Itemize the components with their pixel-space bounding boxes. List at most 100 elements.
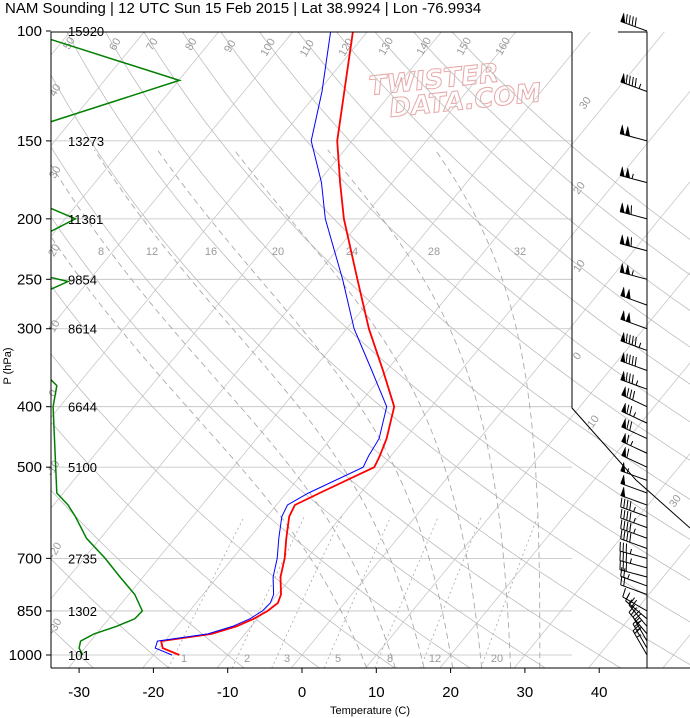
- wind-barb-325: [620, 332, 648, 351]
- wind-barb-staff: [632, 630, 648, 656]
- chart-title: NAM Sounding | 12 UTC Sun 15 Feb 2015 | …: [5, 0, 481, 17]
- wind-barb-full-flag: [634, 77, 637, 88]
- wind-barb-800: [620, 575, 648, 595]
- wind-barb-full-flag: [626, 531, 629, 542]
- wind-barb-full-flag: [632, 390, 636, 401]
- dry-adiabat-100: [220, 32, 690, 461]
- wind-barb-half-flag: [636, 634, 642, 638]
- wind-barb-full-flag: [631, 335, 634, 346]
- wind-barb-425: [621, 402, 648, 424]
- mixing-ratio-line-20: [480, 516, 539, 668]
- wind-barb-pennant: [625, 126, 631, 137]
- wind-barb-pennant: [621, 386, 626, 398]
- wind-barb-full-flag: [626, 521, 629, 531]
- wind-barb-staff: [632, 623, 648, 649]
- wind-barb-full-flag: [628, 15, 631, 25]
- wind-barb-pennant: [625, 204, 631, 215]
- wind-barb-pennant: [619, 202, 625, 214]
- x-tick-label--30: -30: [68, 684, 90, 701]
- wind-barb-full-flag: [626, 434, 630, 444]
- p-tick-label-250: 250: [17, 271, 42, 288]
- p-tick-label-500: 500: [17, 459, 42, 476]
- wind-barb-full-flag: [620, 508, 623, 519]
- wind-barb-225: [619, 234, 648, 252]
- wind-barb-full-flag: [626, 404, 630, 414]
- wind-barb-pennant: [620, 287, 626, 298]
- height-label-250: 9854: [68, 272, 97, 287]
- mixing-ratio-label-3: 3: [284, 653, 290, 665]
- height-label-300: 8614: [68, 322, 97, 337]
- isotherm-50: [662, 634, 690, 668]
- omega-profile: [51, 38, 182, 656]
- wind-barb-525: [620, 462, 648, 481]
- wind-barb-half-flag: [633, 517, 636, 523]
- wind-barb-staff-column: [618, 31, 648, 668]
- wind-barb-half-flag: [633, 412, 637, 418]
- wind-barb-half-flag: [627, 574, 630, 580]
- wind-barb-pennant: [620, 371, 626, 382]
- moist-adiabat-20: [157, 149, 454, 668]
- wind-barb-pennant: [619, 234, 625, 246]
- dry-adiabat-70: [104, 32, 690, 581]
- p-tick-label-1000: 1000: [9, 647, 42, 664]
- wind-barb-350: [620, 352, 648, 371]
- height-label-850: 1302: [68, 604, 97, 619]
- wind-barb-pennant: [619, 166, 625, 177]
- moist-adiabat-16: [94, 149, 425, 668]
- wind-barb-full-flag: [626, 448, 630, 458]
- wind-barb-staff: [620, 584, 648, 595]
- x-tick-label-30: 30: [517, 684, 534, 701]
- wind-barb-600: [620, 497, 648, 518]
- wind-barb-200: [619, 202, 648, 220]
- dry-adiabat-label--30: -30: [46, 617, 64, 637]
- wind-barb-half-flag: [626, 468, 630, 474]
- dry-adiabat-10: [51, 353, 396, 668]
- wind-barb-panel: [618, 12, 648, 668]
- wind-barb-full-flag: [622, 588, 626, 598]
- wind-barb-staff: [619, 560, 648, 569]
- wind-barb-half-flag: [631, 173, 634, 179]
- wind-barb-pennant: [619, 263, 625, 274]
- dry-adiabat-label-20: 20: [46, 242, 63, 259]
- wind-barb-500: [621, 447, 648, 468]
- wind-barb-full-flag: [620, 529, 623, 539]
- height-label-700: 2735: [68, 551, 97, 566]
- moist-adiabat-label-8: 8: [98, 246, 104, 258]
- moist-adiabat-label-32: 32: [514, 246, 526, 258]
- wind-barb-staff: [628, 612, 648, 635]
- wind-barb-full-flag: [623, 530, 626, 541]
- dry-adiabat-label-50: 50: [61, 35, 78, 52]
- moist-adiabat-label-16: 16: [205, 246, 217, 258]
- wind-barb-full-flag: [631, 374, 634, 384]
- height-label-1000: 101: [68, 648, 90, 663]
- wind-barb-300: [620, 310, 648, 330]
- wind-barb-full-flag: [629, 389, 633, 399]
- wind-barb-full-flag: [625, 333, 628, 343]
- mixing-ratio-line-8: [374, 516, 439, 668]
- p-tick-label-200: 200: [17, 211, 42, 228]
- mixing-ratio-label-12: 12: [429, 653, 441, 665]
- series-temperature: [160, 32, 396, 656]
- wind-barb-full-flag: [634, 17, 637, 27]
- wind-barb-175: [619, 166, 648, 184]
- wind-barb-half-flag: [629, 548, 632, 554]
- wind-barb-staff: [632, 616, 648, 642]
- wind-barb-875: [625, 592, 648, 620]
- wind-barb-pennant: [619, 124, 625, 136]
- dry-adiabat-label-60: 60: [107, 36, 124, 53]
- dry-adiabat-40: [51, 146, 622, 668]
- wind-barb-full-flag: [628, 354, 631, 365]
- wind-barb-full-flag: [628, 334, 631, 344]
- dry-adiabat-label-120: 120: [337, 37, 357, 59]
- wind-barb-475: [621, 433, 648, 454]
- mixing-ratio-line-12: [420, 516, 482, 668]
- x-tick-label-40: 40: [591, 684, 608, 701]
- wind-barb-pennant: [620, 486, 626, 498]
- wind-barb-100: [620, 12, 648, 32]
- wind-barb-half-flag: [636, 627, 642, 631]
- wind-barb-575: [620, 486, 648, 506]
- dry-adiabat-label-40: 40: [47, 82, 64, 99]
- dry-adiabat-60: [66, 32, 690, 623]
- dry-adiabat-label-150: 150: [455, 36, 475, 58]
- wind-barb-full-flag: [620, 575, 623, 586]
